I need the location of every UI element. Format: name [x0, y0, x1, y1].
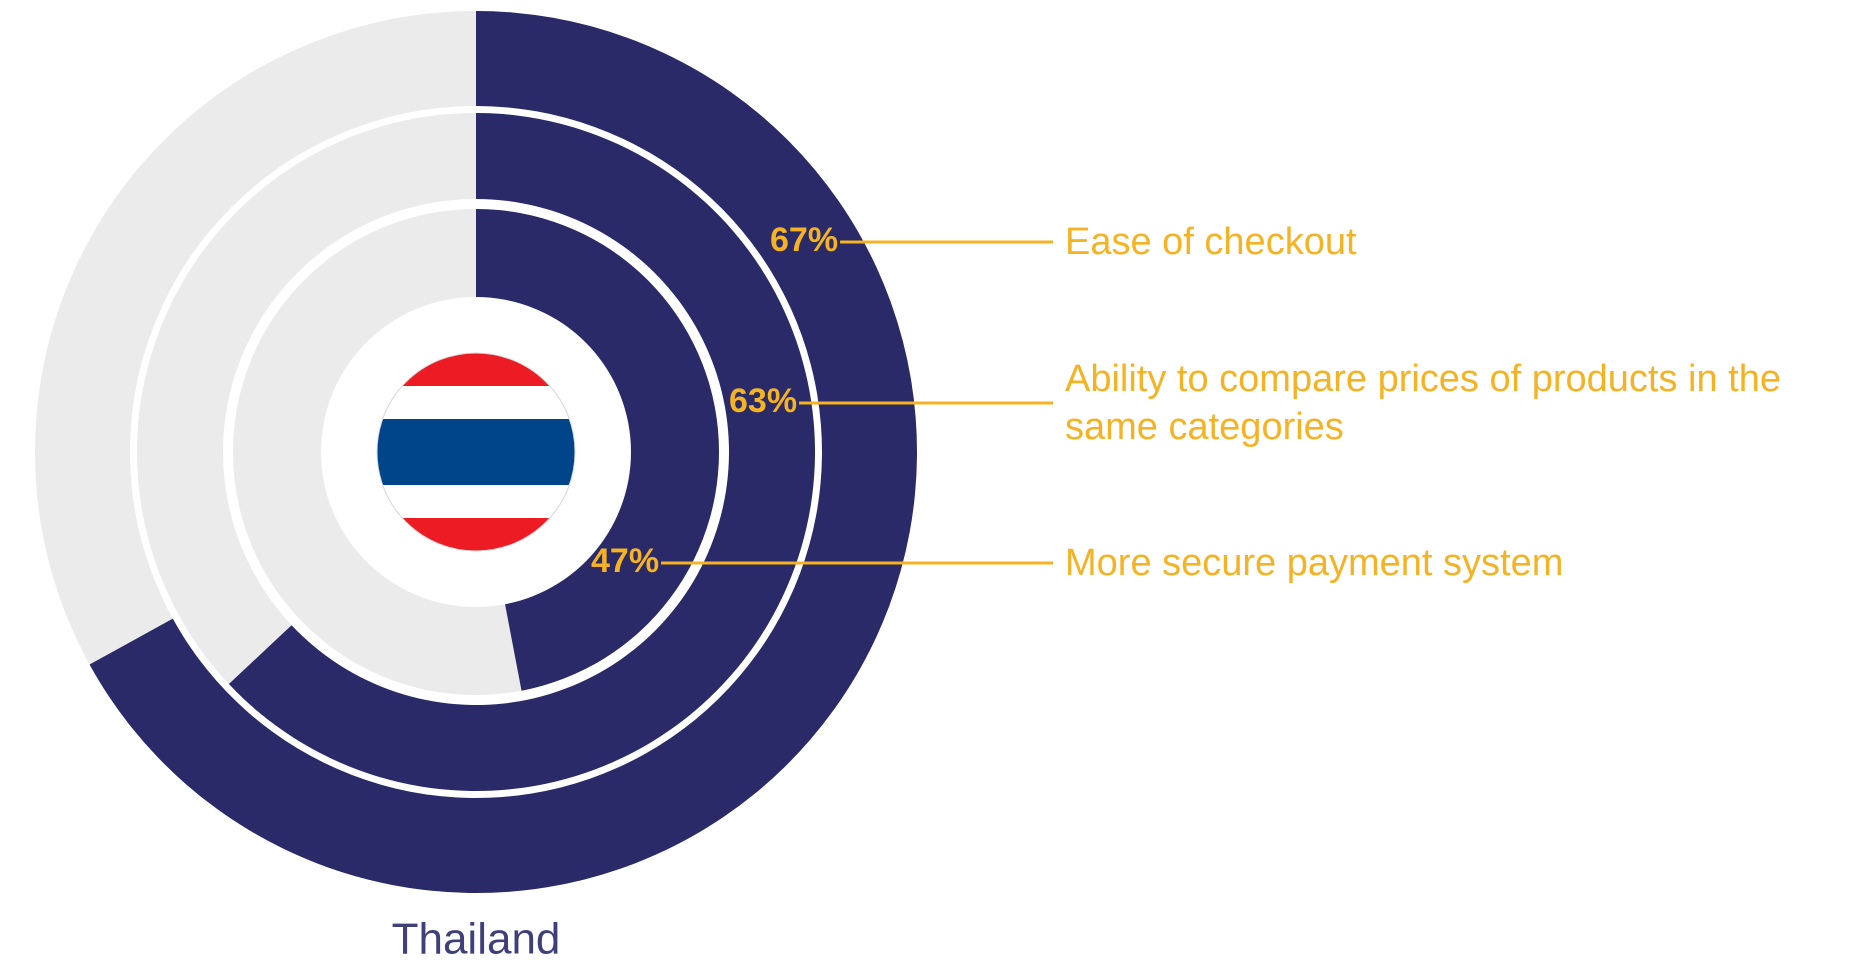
chart-title: Thailand — [392, 915, 561, 964]
category-label: More secure payment system — [1065, 542, 1564, 584]
bar — [228, 113, 815, 791]
category-label: Ability to compare prices of products in… — [1065, 358, 1782, 448]
data-label: 67% — [770, 221, 838, 259]
flag — [377, 353, 575, 551]
flag-stripe — [377, 419, 575, 485]
flag-stripe — [377, 386, 575, 419]
bar — [476, 209, 719, 691]
flag-stripe — [377, 485, 575, 518]
flag-border — [376, 352, 576, 552]
data-label: 47% — [591, 542, 659, 580]
data-label: 63% — [729, 382, 797, 420]
category-label: Ease of checkout — [1065, 221, 1357, 263]
rings — [35, 11, 917, 894]
